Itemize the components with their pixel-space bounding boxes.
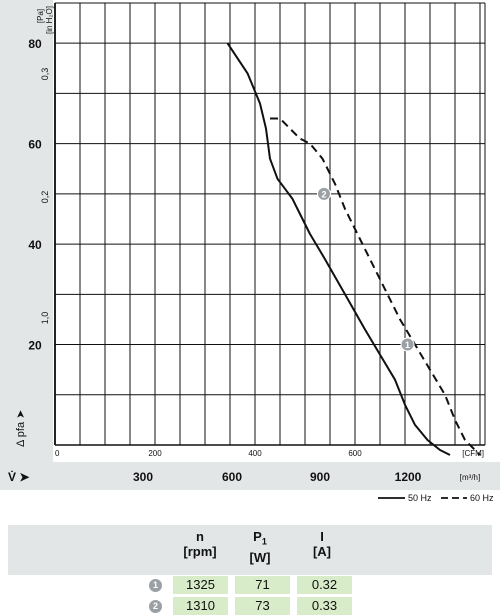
y-tick-label-inh2o: 0,3	[40, 68, 50, 81]
y-tick-label-inh2o: 1,0	[40, 312, 50, 325]
y-tick-label-inh2o: 0,2	[40, 191, 50, 204]
fan-performance-chart: 20 40 60 80 1,0 0,2 0,3 [Pa] [in H₂O] Δ pfa ➤ 0 200…	[0, 0, 500, 503]
y-tick-label-pa: 80	[28, 37, 42, 51]
axis-labels: 20 40 60 80 1,0 0,2 0,3 [Pa] [in H₂O] Δ pfa ➤ 0 200…	[8, 6, 484, 484]
plot-background	[55, 3, 485, 445]
operating-point-marker	[400, 337, 415, 352]
header-i-unit: [A]	[312, 544, 332, 559]
header-p-label: P1	[225, 529, 295, 550]
row-2-n: 1310	[173, 597, 228, 615]
header-n: n [rpm]	[165, 529, 235, 559]
x-tick-label-cfm: 0	[55, 449, 60, 458]
x-tick-label-m3h: 1200	[395, 470, 422, 484]
x-unit-m3h: [m³/h]	[460, 473, 480, 482]
operating-point-2: 2	[317, 186, 331, 201]
x-tick-label-cfm: 200	[148, 449, 162, 458]
x-axis-label: V̇ ➤	[8, 469, 30, 484]
x-tick-label-cfm: 600	[348, 449, 362, 458]
operating-point-marker	[317, 186, 331, 201]
y-axis-band	[0, 0, 53, 462]
row-2-p: 73	[235, 597, 290, 615]
header-n-label: n	[196, 529, 204, 544]
header-n-unit: [rpm]	[183, 544, 217, 559]
operating-point-label: 2	[321, 189, 326, 199]
y-unit-pa: [Pa]	[36, 9, 45, 23]
row-2-badge: 2	[149, 600, 162, 613]
row-1-n: 1325	[173, 576, 228, 594]
operating-points: 12	[317, 186, 415, 352]
legend-label-50hz: 50 Hz	[408, 493, 432, 503]
legend-label-60hz: 60 Hz	[470, 493, 494, 503]
curve-50hz	[226, 42, 451, 456]
y-unit-inh2o: [in H₂O]	[45, 6, 54, 34]
row-1-badge: 1	[149, 579, 162, 592]
header-i: I [A]	[287, 529, 357, 559]
x-tick-label-m3h: 600	[222, 470, 242, 484]
curve-60hz	[270, 117, 481, 456]
row-1-i: 0.32	[297, 576, 352, 594]
x-tick-label-cfm: 400	[248, 449, 262, 458]
x-tick-label-m3h: 900	[310, 470, 330, 484]
y-tick-label-pa: 60	[28, 138, 42, 152]
x-axis-band	[0, 462, 500, 490]
x-unit-cfm: [CFM]	[462, 449, 484, 458]
legend: 50 Hz 60 Hz	[378, 493, 494, 503]
row-2-i: 0.33	[297, 597, 352, 615]
y-axis-label: Δ pfa ➤	[15, 410, 27, 447]
header-p-main: P	[253, 529, 262, 544]
row-1-p: 71	[235, 576, 290, 594]
x-tick-label-m3h: 300	[133, 470, 153, 484]
y-tick-label-pa: 40	[28, 238, 42, 252]
operating-point-label: 1	[405, 340, 410, 350]
y-tick-label-pa: 20	[28, 339, 42, 353]
table-header	[8, 525, 492, 575]
header-p: P1 [W]	[225, 529, 295, 565]
curves	[226, 42, 481, 456]
header-p-sub: 1	[261, 536, 267, 547]
header-p-unit: [W]	[249, 549, 271, 565]
operating-point-1: 1	[400, 337, 415, 352]
header-i-label: I	[320, 529, 324, 544]
